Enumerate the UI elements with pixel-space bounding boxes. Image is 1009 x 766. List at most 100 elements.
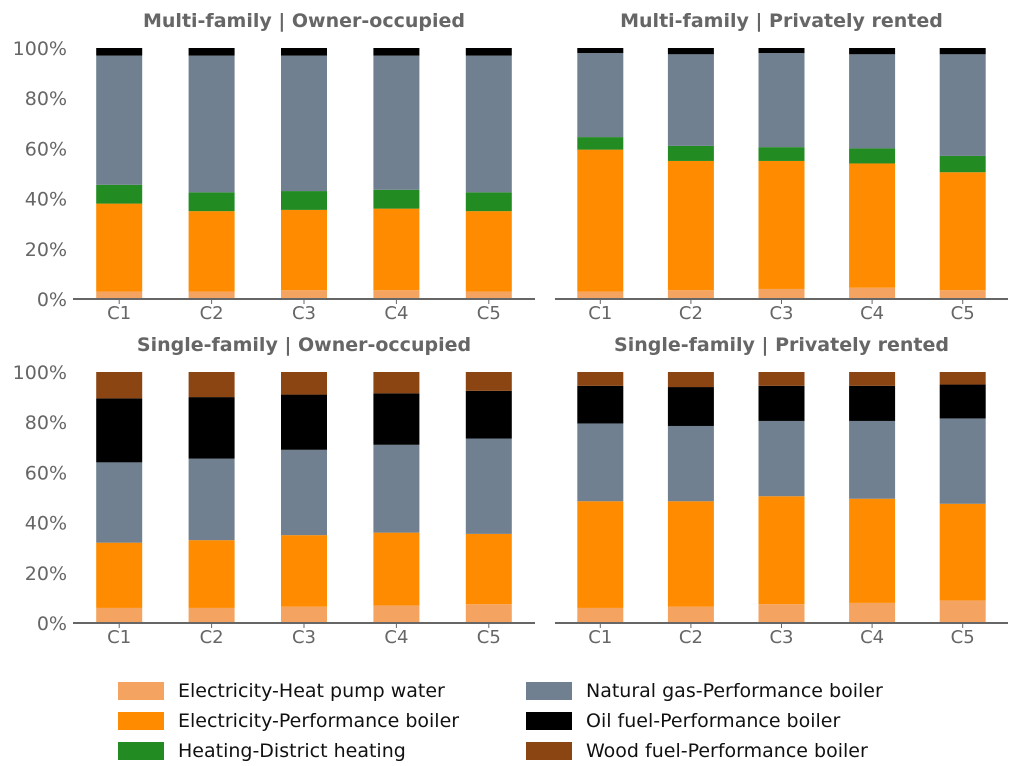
bar-segment (373, 290, 420, 299)
y-tick-label: 40% (25, 513, 67, 535)
bar-segment (465, 55, 512, 193)
y-tick-label: 80% (25, 412, 67, 434)
x-tick-label: C5 (477, 627, 501, 648)
legend-label: Electricity-Performance boiler (178, 710, 460, 732)
x-tick-label: C4 (384, 627, 408, 648)
bar-segment (281, 449, 327, 536)
x-tick-label: C1 (588, 627, 612, 648)
bar-segment (939, 384, 986, 419)
bar-segment (188, 291, 235, 299)
y-tick-label: 60% (25, 462, 67, 484)
bar-segment (939, 418, 986, 504)
legend: Electricity-Heat pump water Electricity-… (118, 676, 978, 764)
chart-panel: Single-family | Owner-occupied C1 C2 C3 C4 C5… (13, 334, 535, 648)
bar-segment (577, 372, 624, 386)
legend-item-oil-fuel: Oil fuel-Performance boiler (526, 707, 840, 735)
bar-segment (281, 48, 327, 56)
bar-segment (667, 501, 714, 607)
bar-segment (939, 503, 986, 601)
bar-segment (373, 55, 420, 190)
bar-segment (939, 600, 986, 623)
bar-segment (96, 203, 143, 292)
bar-segment (667, 145, 714, 161)
bar-segment (849, 287, 896, 299)
x-tick-label: C5 (477, 303, 501, 324)
y-tick-label: 80% (25, 88, 67, 110)
bar-segment (758, 420, 805, 497)
y-tick-label: 0% (37, 289, 67, 311)
bar-segment (281, 606, 327, 623)
bar-segment (188, 540, 235, 608)
bar-segment (939, 290, 986, 299)
y-tick-label: 0% (37, 613, 67, 635)
legend-label: Electricity-Heat pump water (178, 680, 445, 702)
bar-segment (758, 147, 805, 161)
bar-segment (281, 290, 327, 299)
legend-item-hp-water: Electricity-Heat pump water (118, 677, 445, 705)
legend-item-elec-boiler: Electricity-Performance boiler (118, 707, 459, 735)
bar-segment (758, 48, 805, 54)
bar-segment (758, 288, 805, 299)
bar-segment (465, 372, 512, 391)
bar-segment (577, 137, 624, 150)
bar-segment (849, 163, 896, 288)
legend-swatch (118, 712, 164, 730)
bar-segment (758, 496, 805, 605)
chart-panel: Multi-family | Privately rented C1 C2 C3 C4 C… (555, 10, 1008, 324)
x-tick-label: C3 (769, 303, 793, 324)
bar-segment (465, 291, 512, 299)
y-tick-label: 40% (25, 189, 67, 211)
bar-segment (465, 533, 512, 605)
bar-segment (281, 191, 327, 210)
bar-segment (373, 372, 420, 394)
bar-segment (465, 211, 512, 292)
bar-segment (96, 372, 143, 399)
bar-segment (939, 54, 986, 156)
x-tick-label: C1 (588, 303, 612, 324)
bar-segment (577, 53, 624, 138)
legend-item-natural-gas: Natural gas-Performance boiler (526, 677, 883, 705)
y-tick-label: 20% (25, 563, 67, 585)
x-tick-label: C1 (107, 627, 131, 648)
legend-swatch (118, 742, 164, 760)
x-tick-label: C3 (292, 303, 316, 324)
x-tick-label: C4 (860, 303, 884, 324)
bar-segment (849, 498, 896, 603)
bar-segment (939, 172, 986, 291)
chart-panel: Single-family | Privately rented C1 C2 C3 C4… (555, 334, 1008, 648)
x-tick-label: C5 (951, 627, 975, 648)
bar-segment (758, 160, 805, 289)
bar-segment (373, 532, 420, 606)
bar-segment (188, 458, 235, 541)
y-tick-label: 60% (25, 138, 67, 160)
legend-swatch (118, 682, 164, 700)
legend-label: Heating-District heating (178, 740, 406, 762)
bar-segment (667, 54, 714, 146)
x-tick-label: C5 (951, 303, 975, 324)
bar-segment (465, 438, 512, 534)
bar-segment (281, 372, 327, 395)
bar-segment (188, 48, 235, 56)
bar-segment (849, 372, 896, 386)
bar-segment (96, 48, 143, 56)
bar-segment (96, 184, 143, 204)
bar-segment (188, 192, 235, 212)
bar-segment (939, 155, 986, 173)
bar-segment (939, 372, 986, 385)
bar-segment (96, 291, 143, 299)
bar-segment (96, 55, 143, 185)
y-tick-label: 100% (13, 38, 67, 60)
x-tick-label: C2 (679, 303, 703, 324)
bar-segment (667, 387, 714, 426)
bar-segment (188, 55, 235, 193)
legend-swatch (526, 712, 572, 730)
bar-segment (849, 385, 896, 421)
bar-segment (849, 48, 896, 55)
x-tick-label: C1 (107, 303, 131, 324)
legend-item-wood-fuel: Wood fuel-Performance boiler (526, 737, 868, 765)
bar-segment (465, 390, 512, 439)
x-tick-label: C3 (292, 627, 316, 648)
bar-segment (188, 397, 235, 459)
y-tick-label: 100% (13, 362, 67, 384)
bar-segment (849, 420, 896, 499)
